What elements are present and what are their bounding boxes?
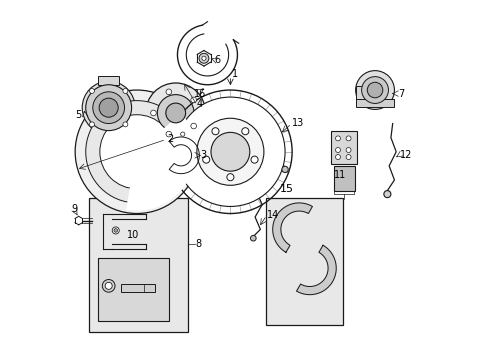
Circle shape [203, 156, 209, 163]
Circle shape [281, 166, 287, 172]
Text: 11: 11 [333, 170, 345, 180]
Bar [334, 166, 354, 190]
Text: 13: 13 [291, 118, 304, 128]
Circle shape [346, 136, 350, 141]
Circle shape [89, 122, 94, 127]
Circle shape [85, 85, 131, 131]
Text: 5: 5 [75, 111, 81, 121]
Circle shape [210, 132, 249, 171]
Circle shape [335, 136, 340, 141]
Circle shape [75, 90, 198, 213]
Bar [355, 99, 394, 107]
Bar [98, 258, 168, 321]
Polygon shape [272, 203, 312, 252]
Text: 1: 1 [232, 69, 238, 79]
Circle shape [335, 154, 340, 159]
Polygon shape [126, 114, 195, 210]
Circle shape [102, 279, 115, 292]
Circle shape [355, 71, 394, 109]
Circle shape [82, 81, 135, 134]
Circle shape [145, 83, 205, 143]
Bar [330, 131, 357, 164]
Text: 7: 7 [397, 89, 404, 99]
Circle shape [241, 128, 248, 135]
Circle shape [197, 118, 264, 185]
Text: 16: 16 [194, 89, 206, 99]
Circle shape [85, 100, 188, 203]
Circle shape [202, 56, 205, 60]
Circle shape [190, 123, 196, 129]
Circle shape [199, 53, 208, 63]
Circle shape [250, 156, 258, 163]
Circle shape [100, 115, 174, 189]
Circle shape [99, 98, 118, 117]
Circle shape [226, 174, 233, 181]
Text: 2: 2 [166, 134, 173, 144]
Circle shape [122, 89, 127, 94]
Bar [89, 198, 188, 332]
Circle shape [165, 131, 171, 137]
Circle shape [150, 110, 156, 116]
Text: 4: 4 [197, 99, 203, 109]
Circle shape [366, 82, 382, 98]
Circle shape [361, 77, 387, 103]
Circle shape [122, 122, 127, 127]
Circle shape [157, 95, 194, 131]
Circle shape [89, 89, 94, 94]
Circle shape [335, 148, 340, 153]
Bar [98, 76, 119, 85]
Circle shape [175, 97, 285, 207]
Circle shape [165, 103, 185, 123]
Circle shape [114, 229, 117, 232]
Circle shape [105, 282, 112, 289]
Bar [355, 86, 378, 105]
Circle shape [250, 235, 256, 241]
Text: 9: 9 [71, 204, 78, 214]
Text: 12: 12 [399, 150, 411, 160]
Circle shape [346, 148, 350, 153]
Text: 14: 14 [267, 210, 279, 220]
Circle shape [211, 128, 219, 135]
Circle shape [346, 154, 350, 159]
Text: 10: 10 [127, 230, 139, 240]
Circle shape [93, 92, 124, 123]
Text: 8: 8 [195, 239, 202, 248]
Text: 6: 6 [214, 55, 220, 65]
Circle shape [165, 89, 171, 95]
Circle shape [383, 190, 390, 198]
Polygon shape [169, 137, 199, 174]
Bar [265, 198, 343, 325]
Circle shape [180, 132, 184, 136]
Circle shape [112, 227, 119, 234]
Text: 15: 15 [279, 184, 293, 194]
Polygon shape [296, 245, 336, 294]
Text: 3: 3 [200, 150, 206, 160]
Circle shape [190, 97, 196, 103]
Bar [121, 284, 154, 292]
